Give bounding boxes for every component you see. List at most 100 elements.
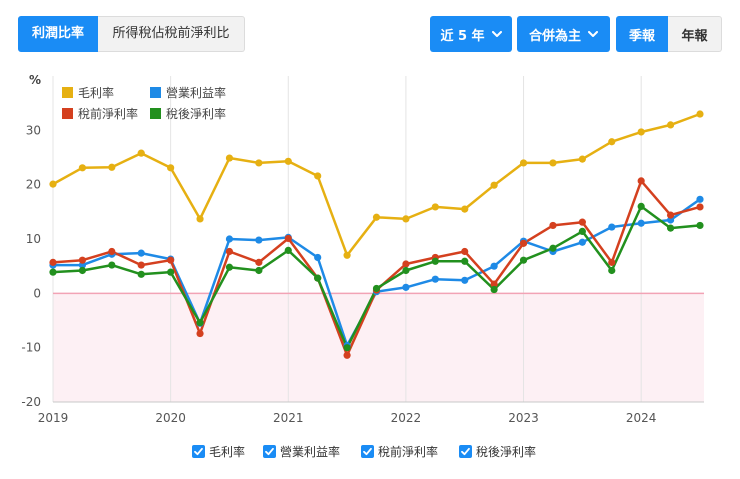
data-point[interactable] (402, 260, 410, 268)
data-point[interactable] (461, 276, 469, 284)
data-point[interactable] (343, 344, 351, 352)
data-point[interactable] (549, 244, 557, 252)
data-point[interactable] (108, 261, 116, 269)
data-point[interactable] (284, 157, 292, 165)
data-point[interactable] (167, 164, 175, 172)
data-point[interactable] (167, 268, 175, 276)
checkbox-checked-icon[interactable] (192, 445, 205, 458)
checkbox-checked-icon[interactable] (361, 445, 374, 458)
data-point[interactable] (137, 270, 145, 278)
checkbox-checked-icon[interactable] (263, 445, 276, 458)
data-point[interactable] (608, 266, 616, 275)
data-point[interactable] (578, 155, 586, 163)
data-point[interactable] (637, 177, 645, 185)
legend-item[interactable]: 稅後淨利率 (150, 106, 226, 121)
period-dropdown[interactable]: 近 5 年 (430, 16, 512, 52)
tab-profit-ratio[interactable]: 利潤比率 (18, 16, 98, 52)
data-point[interactable] (461, 247, 469, 256)
data-point[interactable] (372, 284, 381, 293)
data-point[interactable] (461, 257, 469, 265)
data-point[interactable] (78, 256, 87, 264)
data-point[interactable] (137, 261, 145, 269)
data-point[interactable] (284, 246, 292, 255)
data-point[interactable] (49, 180, 57, 188)
toggle-operating-margin[interactable]: 營業利益率 (263, 444, 340, 459)
data-point[interactable] (490, 280, 498, 288)
data-point[interactable] (343, 351, 351, 359)
data-point[interactable] (137, 249, 145, 257)
data-point[interactable] (549, 159, 557, 167)
data-point[interactable] (490, 262, 498, 270)
data-point[interactable] (225, 154, 234, 162)
data-point[interactable] (314, 172, 322, 180)
data-point[interactable] (225, 263, 234, 271)
data-point[interactable] (519, 159, 528, 167)
data-point[interactable] (578, 238, 586, 246)
data-point[interactable] (608, 223, 616, 231)
data-point[interactable] (431, 203, 439, 211)
data-point[interactable] (196, 215, 204, 223)
data-point[interactable] (196, 319, 204, 327)
data-point[interactable] (314, 274, 322, 282)
quarterly-report-button[interactable]: 季報 (616, 16, 668, 52)
toggle-gross-margin[interactable]: 毛利率 (192, 444, 245, 459)
data-point[interactable] (314, 253, 322, 262)
y-tick-label: -10 (21, 341, 41, 355)
data-point[interactable] (225, 235, 234, 243)
toggle-pretax-margin[interactable]: 稅前淨利率 (361, 444, 438, 459)
consolidation-dropdown[interactable]: 合併為主 (517, 16, 610, 52)
data-point[interactable] (519, 256, 528, 264)
data-point[interactable] (696, 195, 704, 203)
data-point[interactable] (284, 234, 292, 243)
data-point[interactable] (137, 149, 145, 157)
data-point[interactable] (666, 224, 675, 232)
data-point[interactable] (225, 247, 234, 256)
data-point[interactable] (78, 266, 87, 275)
data-point[interactable] (108, 247, 116, 256)
data-point[interactable] (608, 258, 616, 266)
data-point[interactable] (519, 239, 528, 247)
data-point[interactable] (696, 110, 704, 118)
data-point[interactable] (255, 236, 263, 244)
data-point[interactable] (108, 163, 116, 171)
data-point[interactable] (402, 215, 410, 223)
data-point[interactable] (49, 268, 57, 276)
data-point[interactable] (696, 221, 704, 230)
data-point[interactable] (637, 202, 645, 210)
data-point[interactable] (372, 213, 381, 221)
data-point[interactable] (167, 256, 175, 264)
x-tick-label: 2019 (38, 411, 69, 425)
toggle-net-margin[interactable]: 稅後淨利率 (459, 444, 536, 459)
data-point[interactable] (578, 227, 586, 235)
data-point[interactable] (608, 138, 616, 146)
data-point[interactable] (255, 258, 263, 266)
data-point[interactable] (343, 251, 351, 259)
checkbox-checked-icon[interactable] (459, 445, 472, 458)
data-point[interactable] (666, 121, 675, 129)
data-point[interactable] (490, 181, 498, 189)
data-point[interactable] (696, 203, 704, 211)
legend-label: 毛利率 (78, 85, 114, 100)
data-point[interactable] (196, 329, 204, 338)
tab-tax-ratio[interactable]: 所得稅佔稅前淨利比 (98, 16, 245, 52)
legend-item[interactable]: 營業利益率 (150, 85, 226, 100)
data-point[interactable] (402, 283, 410, 291)
data-point[interactable] (461, 205, 469, 213)
data-point[interactable] (255, 266, 263, 275)
data-point[interactable] (666, 211, 675, 219)
data-point[interactable] (255, 159, 263, 167)
data-point[interactable] (637, 128, 645, 136)
data-point[interactable] (402, 266, 410, 275)
data-point[interactable] (78, 164, 87, 172)
annual-report-button[interactable]: 年報 (668, 16, 722, 52)
data-point[interactable] (637, 219, 645, 227)
legend-item[interactable]: 毛利率 (62, 85, 114, 100)
data-point[interactable] (431, 257, 439, 265)
data-point[interactable] (49, 258, 57, 266)
data-point[interactable] (431, 275, 439, 283)
data-point[interactable] (578, 218, 586, 226)
data-point[interactable] (490, 285, 498, 294)
data-point[interactable] (549, 221, 557, 230)
legend-item[interactable]: 稅前淨利率 (62, 106, 138, 121)
series-line-0[interactable] (51, 112, 702, 257)
